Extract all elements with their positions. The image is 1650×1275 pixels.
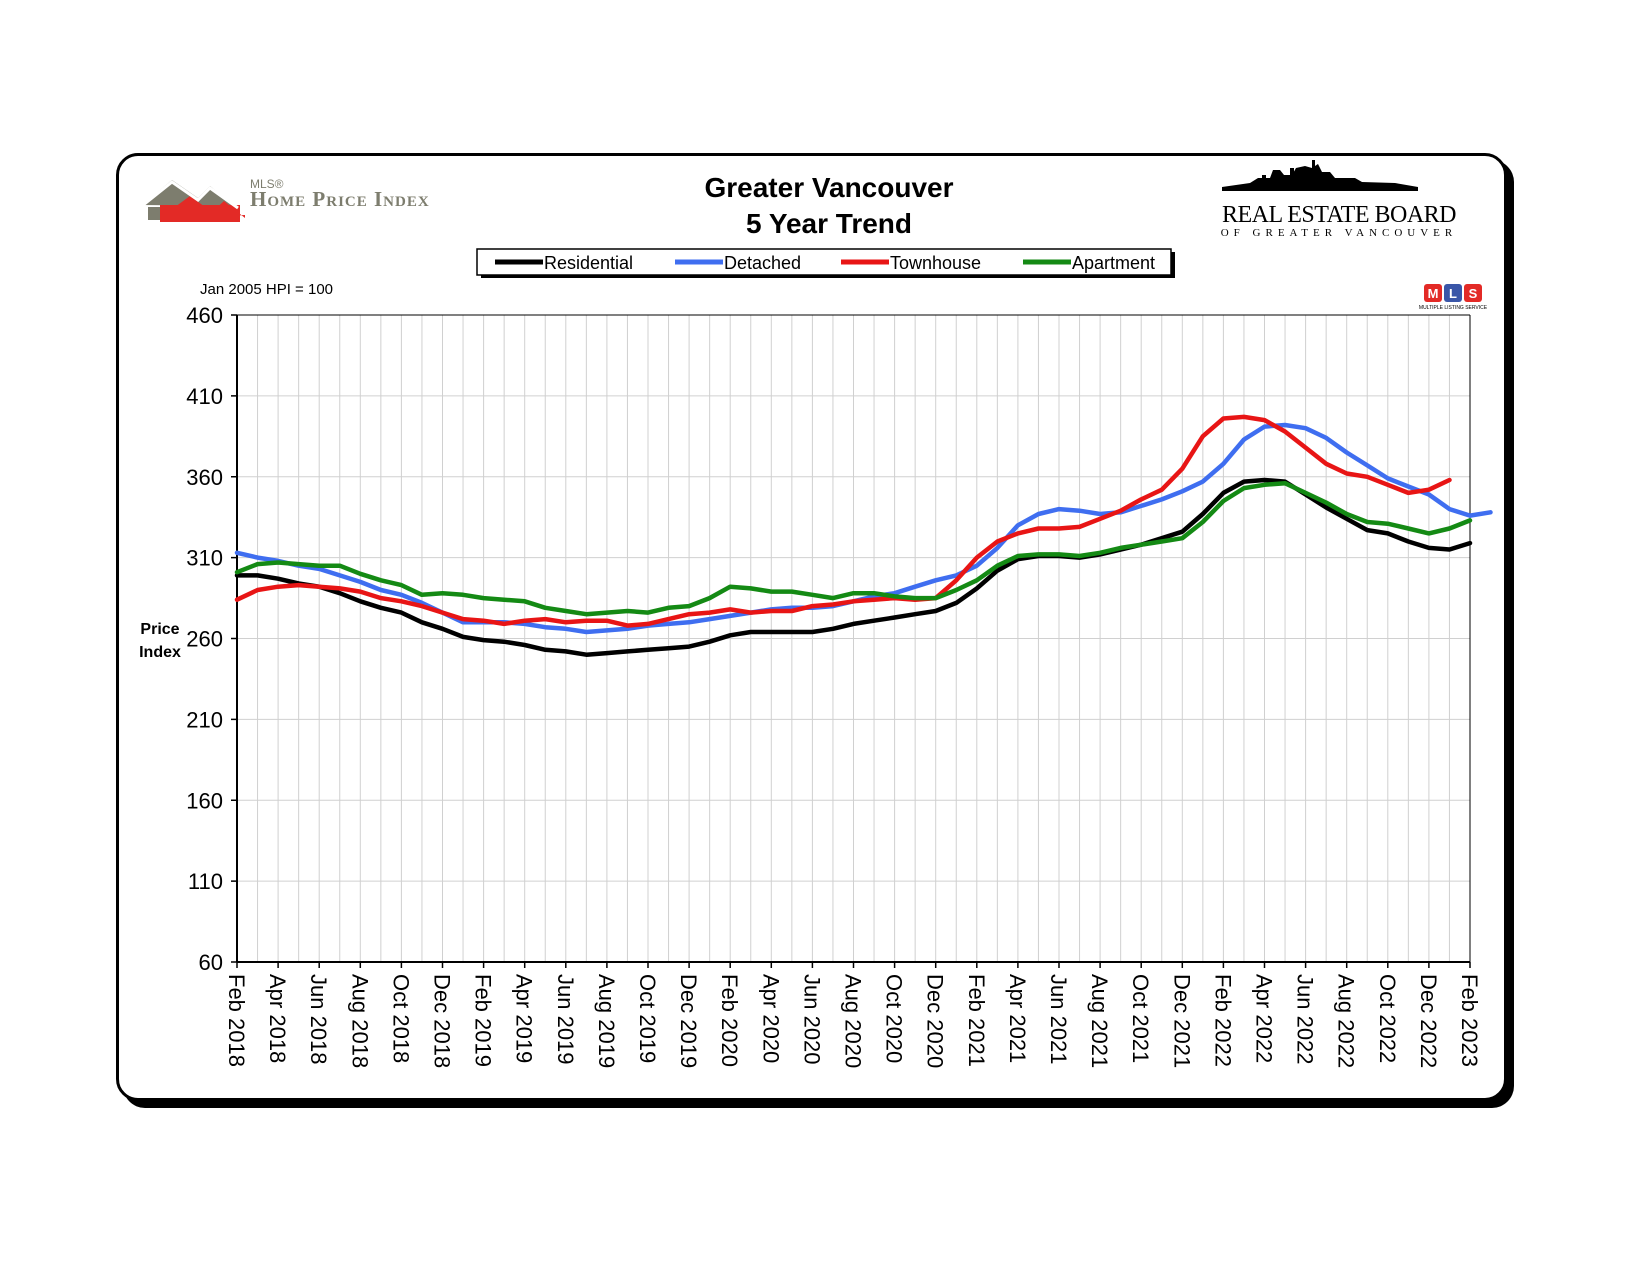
- x-tick-label: Jun 2018: [306, 974, 331, 1065]
- x-tick-label: Apr 2020: [758, 974, 783, 1063]
- y-tick-label: 160: [186, 788, 223, 813]
- reb-logo-line1: REAL ESTATE BOARD: [1222, 202, 1456, 228]
- legend-label-detached: Detached: [724, 253, 801, 273]
- x-tick-label: Dec 2019: [676, 974, 701, 1068]
- plot-area: 60 110 160 210 260 310 360 410 460 Feb 2018 Apr 20…: [186, 303, 1493, 1068]
- x-tick-label: Feb 2021: [964, 974, 989, 1067]
- x-tick-label: Oct 2018: [388, 974, 413, 1063]
- legend-label-apartment: Apartment: [1072, 253, 1155, 273]
- x-tick-label: Oct 2020: [882, 974, 907, 1063]
- series-line-residential: [234, 477, 1473, 657]
- x-tick-label: Aug 2018: [347, 974, 372, 1068]
- legend-label-residential: Residential: [544, 253, 633, 273]
- legend: Residential Detached Townhouse Apartment: [476, 248, 1175, 278]
- hpi-logo-sup: MLS®: [250, 177, 284, 191]
- x-tick-label: Feb 2020: [717, 974, 742, 1067]
- x-tick-label: Apr 2019: [512, 974, 537, 1063]
- y-axis-label-line2: Index: [139, 644, 181, 661]
- hpi-base-note: Jan 2005 HPI = 100: [200, 281, 333, 298]
- y-axis-label-line1: Price: [140, 621, 179, 638]
- svg-text:L: L: [1449, 286, 1457, 301]
- x-tick-label: Oct 2022: [1375, 974, 1400, 1063]
- y-tick-label: 260: [186, 627, 223, 652]
- x-tick-label: Dec 2022: [1416, 974, 1441, 1068]
- x-tick-label: Feb 2023: [1457, 974, 1482, 1067]
- series-line-townhouse: [234, 414, 1452, 628]
- x-tick-label: Jun 2022: [1293, 974, 1318, 1065]
- reb-logo-line2: OF GREATER VANCOUVER: [1221, 227, 1458, 239]
- y-tick-label: 110: [188, 869, 223, 894]
- reb-logo: REAL ESTATE BOARD OF GREATER VANCOUVER: [1221, 160, 1458, 239]
- svg-text:M: M: [1428, 286, 1439, 301]
- x-tick-label: Feb 2019: [471, 974, 496, 1067]
- chart-title: Greater Vancouver: [704, 172, 953, 203]
- series-line-apartment: [234, 480, 1473, 617]
- x-tick-label: Aug 2019: [594, 974, 619, 1068]
- svg-text:S: S: [1469, 286, 1478, 301]
- x-tick-label: Apr 2021: [1005, 974, 1030, 1063]
- x-tick-label: Oct 2021: [1128, 974, 1153, 1063]
- x-tick-label: Apr 2018: [265, 974, 290, 1063]
- mls-badge-sub: MULTIPLE LISTING SERVICE: [1419, 305, 1488, 311]
- x-tick-label: Aug 2021: [1087, 974, 1112, 1068]
- chart-subtitle: 5 Year Trend: [746, 208, 912, 239]
- x-tick-label: Feb 2022: [1210, 974, 1235, 1067]
- y-tick-label: 310: [186, 546, 223, 571]
- legend-label-townhouse: Townhouse: [890, 253, 981, 273]
- y-tick-label: 360: [186, 465, 223, 490]
- hpi-logo: MLS® Home Price Index: [141, 177, 430, 222]
- x-tick-label: Jun 2019: [553, 974, 578, 1065]
- y-tick-label: 210: [186, 707, 223, 732]
- y-tick-label: 460: [186, 303, 223, 328]
- x-tick-label: Apr 2022: [1252, 974, 1277, 1063]
- x-tick-label: Aug 2020: [841, 974, 866, 1068]
- x-tick-label: Jun 2021: [1046, 974, 1071, 1065]
- y-tick-label: 60: [199, 950, 223, 975]
- hpi-logo-text: Home Price Index: [250, 187, 430, 211]
- y-tick-label: 410: [186, 384, 223, 409]
- x-tick-label: Feb 2018: [224, 974, 249, 1067]
- x-tick-label: Dec 2020: [923, 974, 948, 1068]
- x-tick-label: Dec 2018: [430, 974, 455, 1068]
- mls-badge: M L S MULTIPLE LISTING SERVICE: [1419, 284, 1488, 311]
- x-tick-label: Dec 2021: [1169, 974, 1194, 1068]
- x-tick-label: Aug 2022: [1334, 974, 1359, 1068]
- x-tick-label: Jun 2020: [799, 974, 824, 1065]
- x-tick-label: Oct 2019: [635, 974, 660, 1063]
